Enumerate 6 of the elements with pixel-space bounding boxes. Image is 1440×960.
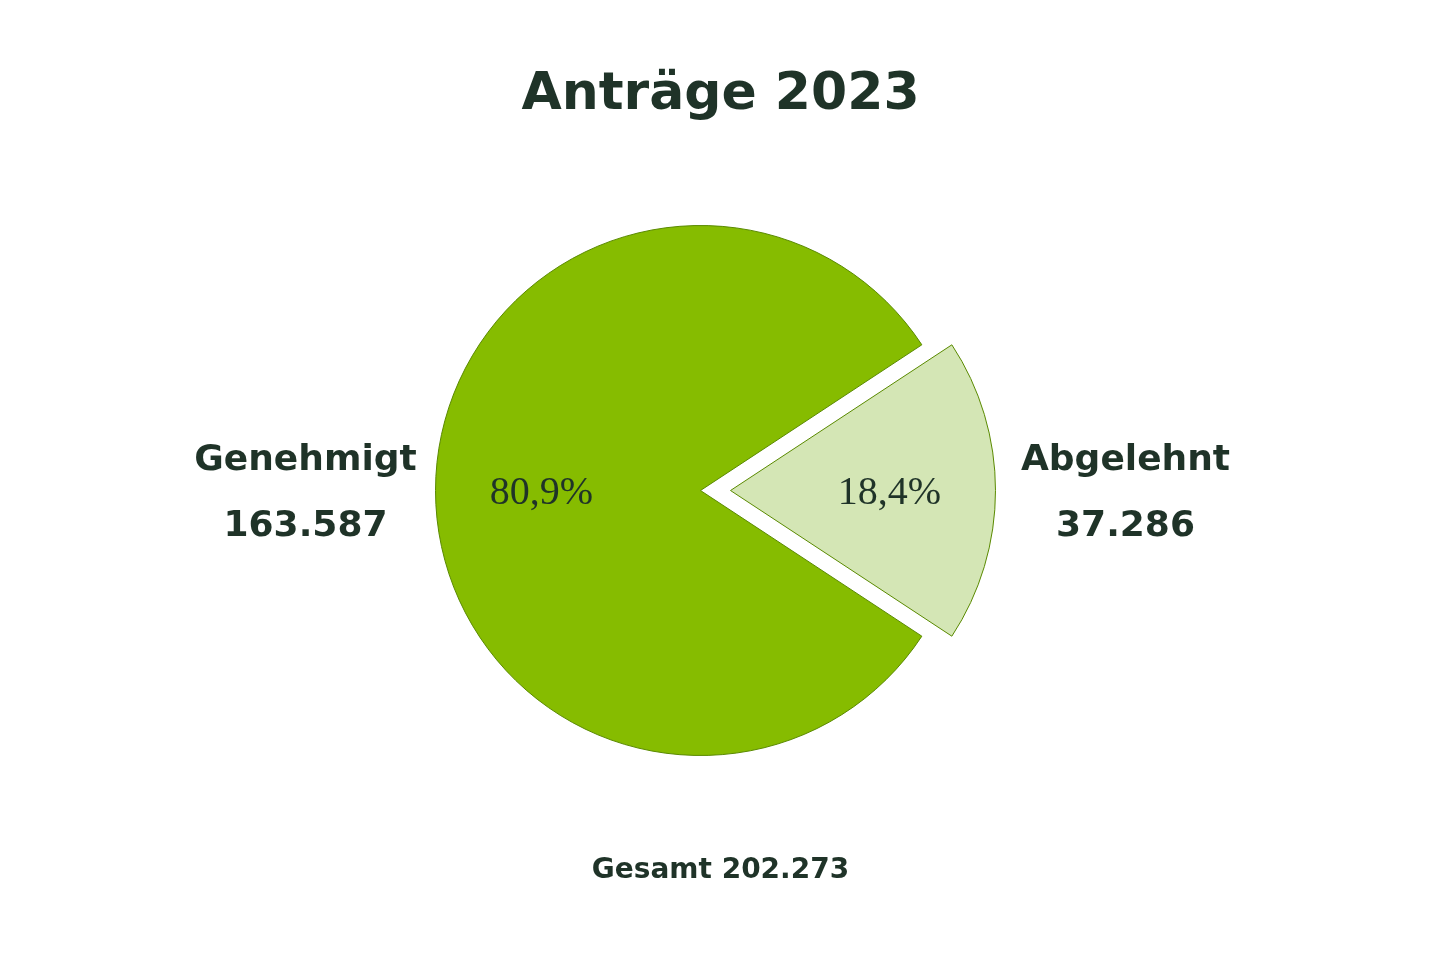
slice-label: Genehmigt 163.587: [194, 437, 417, 544]
text: Gesamt 202.273: [591, 852, 850, 885]
data-label: 80,9%: [489, 468, 594, 513]
data-label: 18,4%: [837, 468, 942, 513]
slice-label: Abgelehnt 37.286: [1020, 437, 1231, 544]
chart-title: Anträge 2023: [521, 60, 920, 121]
